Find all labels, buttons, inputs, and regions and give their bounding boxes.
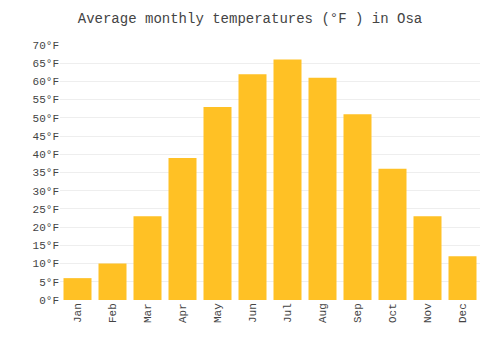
svg-text:Sep: Sep [352,303,364,323]
svg-text:0°F: 0°F [39,295,59,307]
svg-text:65°F: 65°F [33,58,59,70]
svg-text:Jul: Jul [282,303,294,323]
svg-text:20°F: 20°F [33,222,59,234]
svg-text:Average monthly temperatures (: Average monthly temperatures (°F ) in Os… [78,11,422,27]
svg-text:60°F: 60°F [33,76,59,88]
svg-text:35°F: 35°F [33,167,59,179]
svg-text:25°F: 25°F [33,204,59,216]
svg-text:50°F: 50°F [33,113,59,125]
svg-text:5°F: 5°F [39,277,59,289]
svg-text:Aug: Aug [317,303,329,323]
svg-text:55°F: 55°F [33,94,59,106]
svg-text:Oct: Oct [387,303,399,323]
svg-text:45°F: 45°F [33,131,59,143]
svg-text:Jun: Jun [247,303,259,323]
svg-text:Feb: Feb [107,303,119,323]
svg-text:30°F: 30°F [33,186,59,198]
svg-text:Nov: Nov [422,303,434,323]
svg-text:Jan: Jan [72,303,84,323]
svg-text:15°F: 15°F [33,240,59,252]
svg-text:40°F: 40°F [33,149,59,161]
svg-text:70°F: 70°F [33,40,59,52]
svg-text:Mar: Mar [142,303,154,323]
svg-text:May: May [212,303,224,323]
svg-text:Dec: Dec [457,303,469,323]
svg-text:10°F: 10°F [33,258,59,270]
svg-text:Apr: Apr [177,303,189,323]
